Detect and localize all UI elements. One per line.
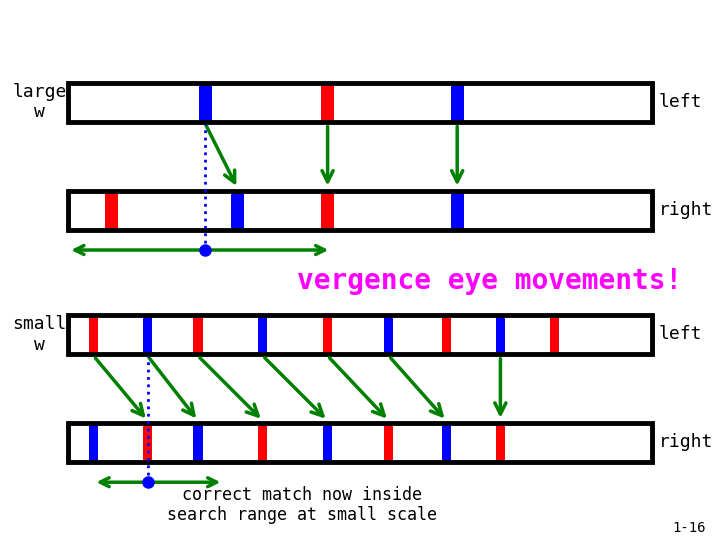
Text: large
w: large w [12, 83, 67, 122]
Bar [258, 315, 268, 354]
Bar [442, 423, 451, 462]
Bar [323, 315, 333, 354]
Bar [143, 315, 153, 354]
Bar [89, 315, 99, 354]
Bar [143, 423, 153, 462]
Bar [442, 315, 451, 354]
Bar [89, 423, 99, 462]
Text: vergence eye movements!: vergence eye movements! [297, 267, 683, 295]
Bar [321, 83, 334, 122]
Bar [68, 423, 652, 462]
Bar [496, 315, 505, 354]
Bar [323, 423, 333, 462]
Text: 1-16: 1-16 [672, 521, 706, 535]
Bar [231, 191, 244, 229]
Bar [68, 191, 652, 229]
Text: right: right [659, 201, 714, 219]
Bar [68, 423, 652, 462]
Bar [550, 315, 559, 354]
Bar [451, 83, 464, 122]
Bar [451, 191, 464, 229]
Bar [384, 423, 394, 462]
Text: left: left [659, 325, 702, 343]
Bar [193, 315, 203, 354]
Bar [496, 423, 505, 462]
Bar [68, 315, 652, 354]
Bar [199, 83, 212, 122]
Text: correct match now inside
search range at small scale: correct match now inside search range at… [167, 485, 438, 524]
Text: right: right [659, 433, 714, 451]
Bar [105, 191, 118, 229]
Text: small
w: small w [12, 315, 67, 354]
Bar [68, 83, 652, 122]
Bar [68, 315, 652, 354]
Bar [258, 423, 268, 462]
Text: left: left [659, 93, 702, 111]
Bar [68, 191, 652, 229]
Bar [321, 191, 334, 229]
Bar [384, 315, 394, 354]
Bar [193, 423, 203, 462]
Bar [68, 83, 652, 122]
